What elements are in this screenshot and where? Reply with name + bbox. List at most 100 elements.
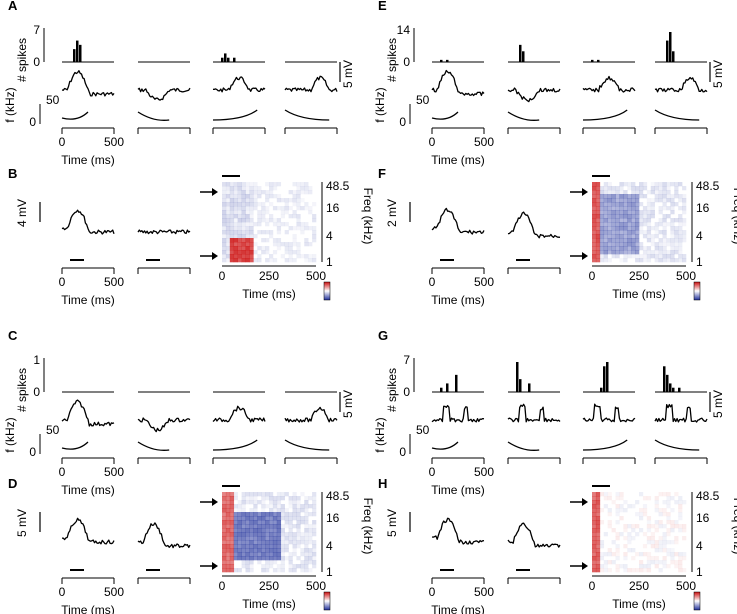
heat-cell-F — [619, 218, 624, 223]
heat-cell-H — [674, 536, 679, 541]
heat-cell-F — [599, 254, 605, 259]
heat-cell-F — [670, 194, 675, 199]
heat-cell-D — [292, 540, 297, 545]
heat-cell-D — [253, 532, 258, 537]
heat-cell-H — [623, 536, 628, 541]
heat-cell-F — [623, 238, 628, 243]
heat-cell-F — [642, 194, 648, 199]
heat-cell-F — [654, 190, 659, 195]
heat-cell-F — [662, 246, 667, 251]
heat-cell-B — [304, 222, 309, 227]
heat-cell-H — [595, 568, 601, 573]
heat-cell-D — [245, 516, 250, 521]
heat-cell-H — [639, 516, 644, 521]
heat-cell-F — [603, 182, 608, 187]
heat-cell-H — [650, 560, 655, 565]
heat-cell-F — [650, 234, 655, 239]
heat-cell-D — [280, 540, 285, 545]
heat-cell-H — [666, 552, 671, 557]
heat-cell-D — [280, 552, 285, 557]
heat-cell-D — [296, 520, 301, 525]
heat-cell-H — [592, 500, 597, 505]
heat-cell-B — [229, 226, 235, 231]
heat-cell-B — [304, 182, 309, 187]
heat-cell-F — [674, 230, 679, 235]
heat-cell-D — [233, 532, 238, 537]
heat-cell-H — [654, 496, 659, 501]
heat-cell-D — [296, 540, 301, 545]
heat-cell-B — [284, 246, 289, 251]
heat-cell-F — [603, 194, 608, 199]
heat-cell-H — [592, 544, 597, 549]
heat-cell-D — [233, 536, 238, 541]
heat-cell-D — [304, 532, 309, 537]
vm-trace-A-1 — [137, 87, 191, 101]
heat-cell-D — [222, 560, 227, 565]
spike-bar-E-2-2 — [597, 59, 600, 62]
heat-cell-D — [272, 544, 278, 549]
spike-bar-G-1-0 — [516, 362, 519, 392]
heat-cell-F — [599, 230, 605, 235]
heat-cell-D — [257, 552, 262, 557]
fm-sweep-E-0 — [431, 111, 459, 120]
heat-cell-B — [296, 246, 301, 251]
heat-cell-B — [249, 214, 254, 219]
heat-cell-B — [292, 190, 297, 195]
heat-cell-D — [308, 552, 313, 557]
heat-cell-D — [225, 564, 231, 569]
spike-ymax-E: 14 — [397, 23, 411, 37]
heat-cell-B — [229, 182, 235, 187]
heat-cell-B — [233, 242, 238, 247]
heat-cell-D — [284, 516, 289, 521]
heat-cell-B — [249, 254, 254, 259]
heat-cell-D — [280, 496, 285, 501]
heat-cell-D — [272, 496, 278, 501]
heat-cell-H — [678, 528, 683, 533]
heat-cell-F — [666, 186, 671, 191]
heat-cell-B — [229, 246, 235, 251]
heat-cell-F — [607, 246, 612, 251]
spike-bar-G-0-2 — [446, 383, 449, 392]
heat-cell-H — [674, 564, 679, 569]
freq-axis-label-A: f (kHz) — [3, 87, 17, 122]
heat-cell-D — [241, 528, 246, 533]
heat-cell-F — [619, 190, 624, 195]
heat-cell-F — [619, 222, 624, 227]
heat-cell-B — [245, 186, 250, 191]
heat-cell-H — [595, 524, 601, 529]
heat-cell-D — [229, 492, 235, 497]
heat-cell-D — [288, 524, 293, 529]
map-freq-tick-H-2: 4 — [696, 539, 703, 553]
heat-cell-F — [678, 226, 683, 231]
heat-cell-B — [276, 222, 282, 227]
heat-cell-B — [241, 250, 246, 255]
map-freq-tick-B-1: 16 — [326, 201, 340, 215]
heat-cell-B — [245, 258, 250, 263]
heat-cell-D — [245, 556, 250, 561]
heat-cell-D — [292, 524, 297, 529]
heat-cell-F — [639, 218, 644, 223]
heat-cell-D — [296, 544, 301, 549]
heat-cell-D — [300, 548, 305, 553]
heat-cell-B — [225, 214, 231, 219]
heat-cell-H — [678, 508, 683, 513]
fm-sweep-G-3 — [654, 439, 700, 451]
heat-cell-D — [312, 524, 317, 529]
heat-cell-F — [682, 194, 687, 199]
heat-cell-H — [642, 544, 648, 549]
heat-cell-B — [229, 230, 235, 235]
heat-cell-F — [646, 254, 652, 259]
heat-cell-B — [308, 206, 313, 211]
heat-cell-B — [249, 222, 254, 227]
heat-cell-D — [253, 540, 258, 545]
heat-cell-B — [233, 246, 238, 251]
heat-cell-D — [296, 536, 301, 541]
heat-cell-B — [269, 230, 274, 235]
heat-cell-B — [265, 182, 270, 187]
heat-cell-H — [627, 536, 632, 541]
heat-cell-H — [631, 548, 636, 553]
heat-cell-F — [635, 234, 640, 239]
heat-cell-B — [261, 190, 266, 195]
heat-cell-D — [237, 524, 242, 529]
heat-cell-F — [607, 214, 612, 219]
